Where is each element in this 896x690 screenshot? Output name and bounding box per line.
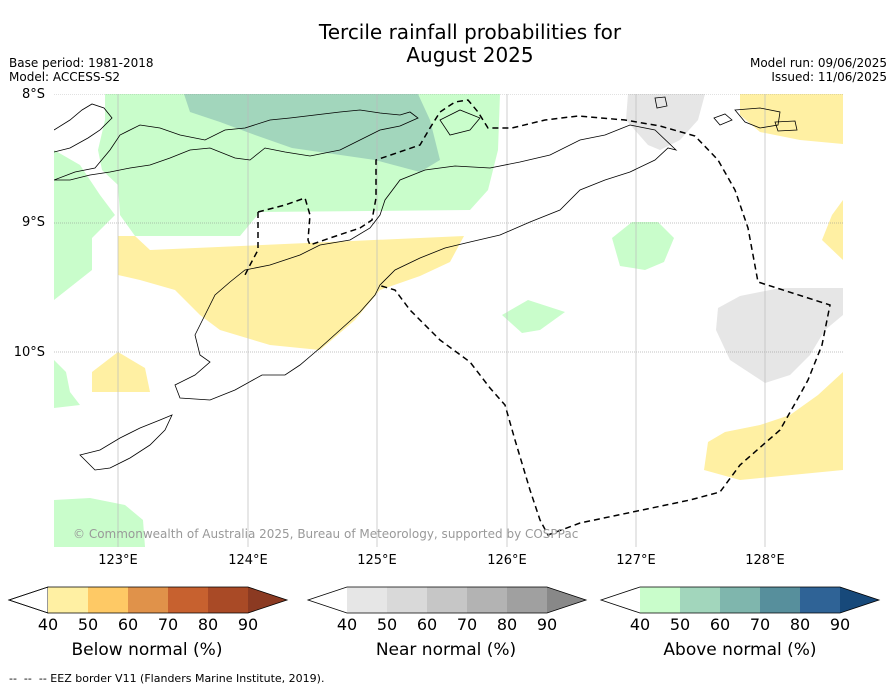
colorbar-tick: 70 — [456, 615, 478, 634]
coastline-flores-north — [54, 103, 113, 153]
colorbar-tick: 70 — [749, 615, 771, 634]
meta-right: Model run: 09/06/2025 Issued: 11/06/2025 — [750, 56, 887, 84]
colorbar-below-normal — [7, 586, 289, 614]
lon-label: 123°E — [98, 553, 138, 568]
colorbar-tick: 60 — [117, 615, 139, 634]
above-normal-region — [612, 222, 674, 270]
lat-label: 8°S — [21, 87, 45, 102]
colorbar-tick: 80 — [789, 615, 811, 634]
below-normal-region — [822, 200, 843, 260]
above-normal-region — [502, 300, 565, 333]
colorbar-tick: 40 — [336, 615, 358, 634]
colorbar-tick: 50 — [376, 615, 398, 634]
colorbar-tick: 70 — [157, 615, 179, 634]
above-normal-region — [54, 498, 145, 547]
lon-label: 126°E — [487, 553, 527, 568]
model-name: Model: ACCESS-S2 — [9, 70, 121, 84]
lat-label: 10°S — [13, 345, 45, 360]
coastline-flores — [54, 109, 419, 181]
colorbar-tick: 40 — [37, 615, 59, 634]
colorbar-tick: 60 — [709, 615, 731, 634]
issued-date: Issued: 11/06/2025 — [771, 70, 887, 84]
colorbar-title-near: Near normal (%) — [375, 640, 517, 660]
colorbar-tick: 50 — [77, 615, 99, 634]
colorbar-tick: 50 — [669, 615, 691, 634]
meta-left: Base period: 1981-2018 Model: ACCESS-S2 — [9, 56, 154, 84]
base-period: Base period: 1981-2018 — [9, 56, 154, 70]
below-normal-region — [740, 94, 843, 144]
colorbar-tick: 90 — [237, 615, 259, 634]
colorbar-title-above: Above normal (%) — [663, 640, 817, 660]
copyright-text: © Commonwealth of Australia 2025, Bureau… — [73, 527, 579, 541]
colorbar-above-normal — [599, 586, 881, 614]
footer-note: -- -- -- EEZ border V11 (Flanders Marine… — [9, 672, 325, 685]
map-title-line1: Tercile rainfall probabilities for — [318, 20, 622, 44]
colorbar-tick: 90 — [829, 615, 851, 634]
lon-label: 124°E — [228, 553, 268, 568]
coastline-timor — [174, 124, 678, 401]
coastline-small-island — [713, 113, 733, 126]
below-normal-region — [92, 352, 150, 392]
lon-label: 128°E — [745, 553, 785, 568]
eez-border — [244, 99, 831, 536]
below-normal-region — [118, 236, 464, 350]
coastline-small-island — [654, 96, 668, 109]
colorbar-title-below: Below normal (%) — [71, 640, 223, 660]
below-normal-region — [704, 372, 843, 480]
coastline-babar — [734, 107, 781, 129]
colorbar-tick: 90 — [536, 615, 558, 634]
model-run: Model run: 09/06/2025 — [749, 56, 887, 70]
above-normal-region — [54, 360, 80, 408]
colorbar-near-normal — [306, 586, 588, 614]
colorbar-tick: 80 — [496, 615, 518, 634]
above-normal-region — [54, 150, 115, 300]
near-normal-region — [716, 288, 843, 383]
coastline-small-island — [774, 120, 798, 132]
lon-label: 125°E — [357, 553, 397, 568]
lon-label: 127°E — [616, 553, 656, 568]
map-title-line2: August 2025 — [406, 43, 534, 67]
colorbar-legend — [7, 586, 881, 614]
lat-label: 9°S — [21, 215, 45, 230]
coastline-rote — [79, 414, 173, 471]
colorbar-tick: 40 — [629, 615, 651, 634]
colorbar-tick: 60 — [416, 615, 438, 634]
coastline-wetar — [439, 109, 481, 136]
colorbar-tick: 80 — [197, 615, 219, 634]
near-normal-region — [626, 94, 705, 150]
